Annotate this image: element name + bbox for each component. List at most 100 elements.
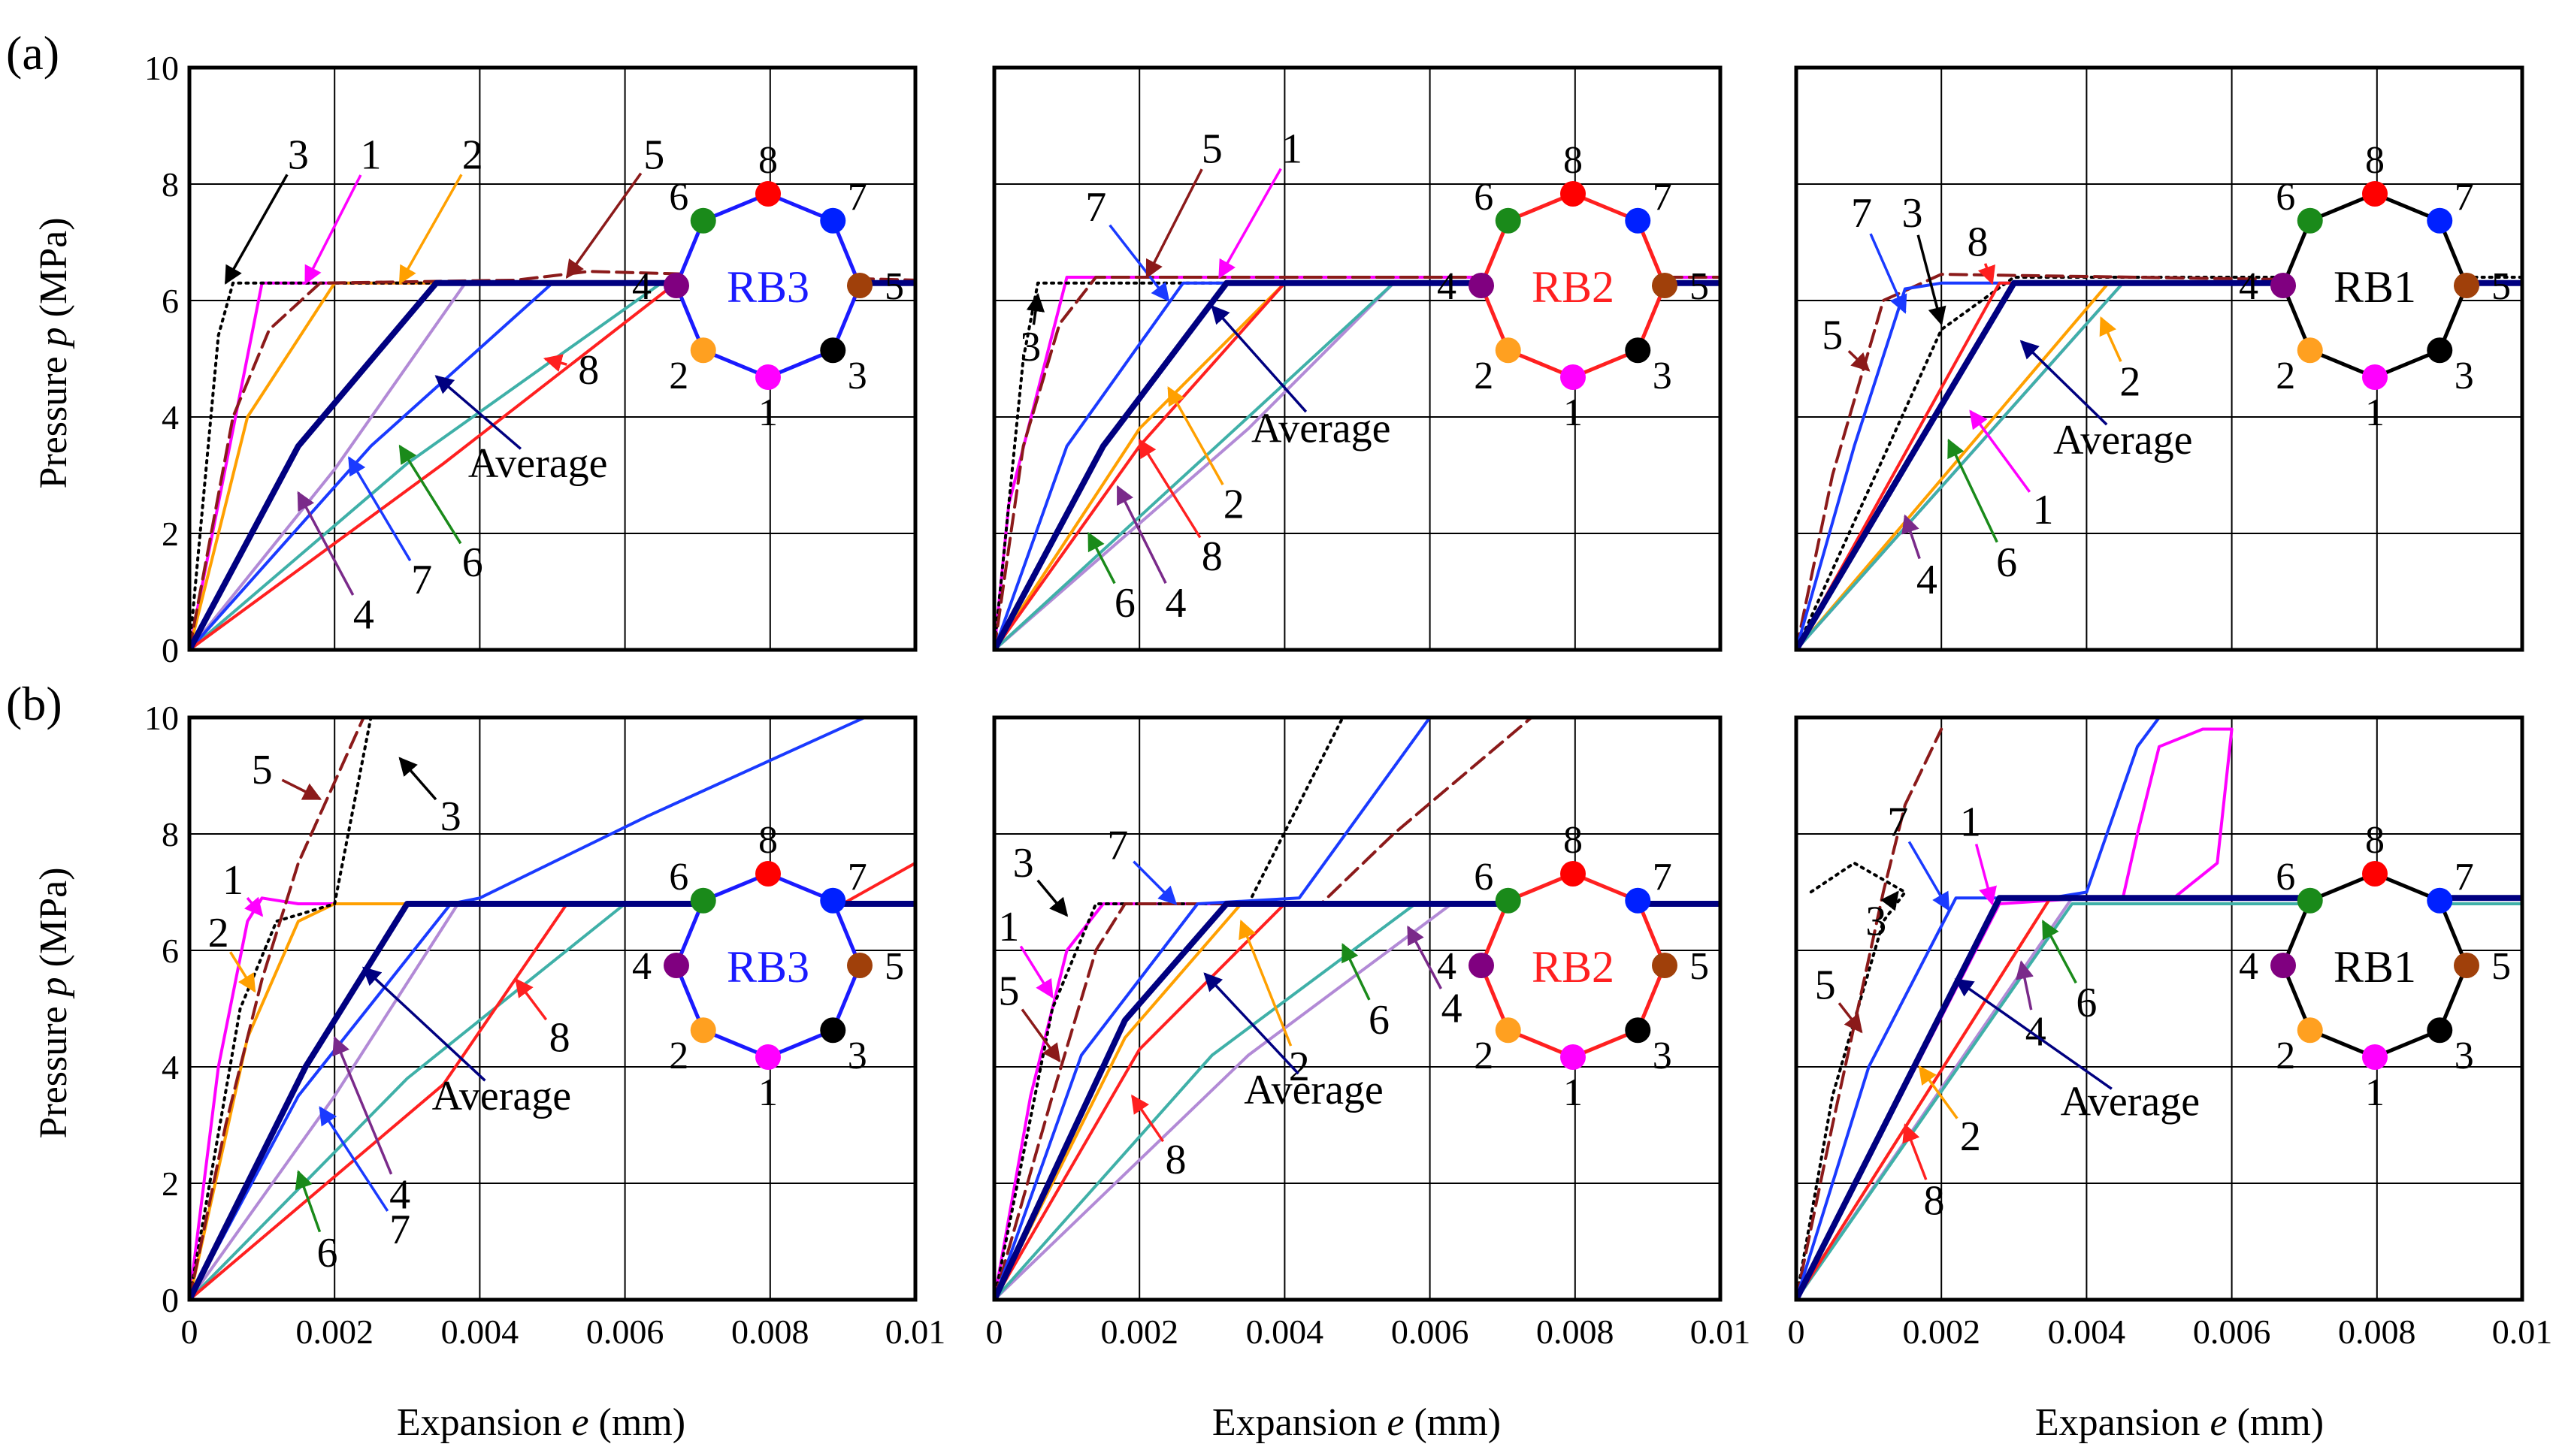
series-line-5 — [994, 717, 1533, 1300]
annotation-label: 7 — [411, 557, 432, 603]
sensor-marker-2 — [690, 1017, 716, 1044]
annotation-label: 7 — [1085, 184, 1106, 231]
y-tick-label: 0 — [162, 1281, 179, 1319]
x-axis-label-1: Expansion e (mm) — [397, 1401, 685, 1444]
sensor-marker-3 — [1625, 337, 1651, 364]
sensor-marker-8 — [2362, 181, 2388, 207]
annotation-arrow — [434, 375, 522, 450]
annotation-arrow — [1167, 386, 1224, 485]
x-tick-label: 0.002 — [295, 1313, 374, 1351]
sensor-marker-5 — [2454, 273, 2479, 298]
sensor-marker-7 — [820, 887, 846, 914]
sensor-marker-4 — [664, 953, 689, 978]
annotation-arrow — [1969, 409, 2031, 493]
sensor-label: 4 — [2239, 945, 2258, 988]
ring-name: RB2 — [1532, 942, 1614, 992]
annotation-label: 6 — [317, 1230, 338, 1276]
annotation-label: 3 — [440, 793, 461, 840]
sensor-label: 5 — [2491, 945, 2511, 988]
annotation-arrow — [1026, 292, 1045, 325]
sensor-marker-8 — [2362, 861, 2388, 887]
sensor-marker-3 — [820, 337, 846, 364]
annotation-arrow — [1019, 945, 1054, 999]
sensor-marker-4 — [664, 273, 689, 298]
sensor-marker-5 — [847, 953, 873, 978]
sensor-marker-3 — [2427, 337, 2453, 364]
y-tick-label: 0 — [162, 631, 179, 669]
sensor-label: 3 — [1653, 1035, 1672, 1077]
y-tick-label: 8 — [162, 165, 179, 204]
sensor-label: 7 — [848, 176, 867, 219]
panel-4: 0 2 4 6 8 10 0 0.002 0.004 0.006 0.008 0.01 5 3 1 2 8 Ave… — [144, 699, 945, 1351]
annotation-label: 4 — [389, 1172, 410, 1219]
sensor-label: 2 — [2276, 1035, 2295, 1077]
sensor-marker-2 — [2297, 1017, 2323, 1044]
plot-frame — [992, 65, 1723, 652]
y-tick-label: 2 — [162, 515, 179, 553]
annotation-label: 8 — [1924, 1177, 1945, 1224]
annotation-arrow — [1087, 531, 1116, 585]
plot-frame — [992, 715, 1723, 1302]
annotation-arrow — [304, 174, 362, 285]
sensor-label: 7 — [2455, 176, 2474, 219]
annotation-arrow — [362, 966, 486, 1082]
annotation-arrow — [1203, 972, 1299, 1075]
annotation-arrow — [1916, 234, 1946, 326]
sensor-marker-1 — [755, 364, 781, 390]
annotation-arrow — [1133, 860, 1178, 905]
sensor-marker-1 — [755, 1044, 781, 1070]
sensor-marker-1 — [1560, 364, 1586, 390]
sensor-marker-3 — [2427, 1017, 2453, 1044]
sensor-label: 6 — [669, 176, 688, 219]
series-line-3 — [189, 717, 915, 1300]
y-tick-label: 6 — [162, 932, 179, 970]
annotation-label: 6 — [2076, 980, 2097, 1026]
annotation-arrow — [297, 491, 355, 596]
x-tick-label: 0.002 — [1100, 1313, 1178, 1351]
y-tick-label: 10 — [144, 699, 179, 737]
annotation-label: Average — [468, 440, 608, 487]
sensor-marker-5 — [2454, 953, 2479, 978]
annotation-arrow — [1880, 890, 1899, 911]
annotation-label: 8 — [1202, 533, 1223, 580]
annotation-label: Average — [1244, 1067, 1384, 1113]
y-tick-label: 4 — [162, 398, 179, 436]
x-tick-label: 0 — [1788, 1313, 1805, 1351]
annotation-arrow — [398, 174, 463, 285]
sensor-marker-3 — [1625, 1017, 1651, 1044]
sensor-marker-7 — [2427, 207, 2453, 234]
sensor-label: 7 — [1653, 176, 1672, 219]
series-group — [189, 717, 915, 1300]
annotation-label: 5 — [1822, 313, 1843, 359]
sensor-label: 5 — [1689, 265, 1709, 308]
annotation-arrow — [319, 1106, 389, 1212]
x-axis-label-2: Expansion e (mm) — [1212, 1401, 1501, 1444]
ring-diagram: 8 7 5 3 1 2 4 6 RB3 — [632, 139, 904, 434]
ring-diagram: 8 7 5 3 1 2 4 6 RB1 — [2239, 139, 2511, 434]
annotation-arrow — [1954, 978, 2113, 1090]
sensor-marker-6 — [1495, 207, 1521, 234]
plot-frame — [187, 65, 918, 652]
sensor-marker-2 — [1495, 337, 1521, 364]
ring-diagram: 8 7 5 3 1 2 4 6 RB1 — [2239, 819, 2511, 1114]
sensor-label: 3 — [848, 1035, 867, 1077]
annotation-label: 7 — [1107, 823, 1128, 869]
annotation-arrow — [1847, 350, 1871, 372]
annotation-label: 4 — [353, 592, 374, 639]
x-tick-label: 0.006 — [1391, 1313, 1469, 1351]
panel-5: 0 0.002 0.004 0.006 0.008 0.01 7 3 1 5 2 6 4 Average 8… — [986, 715, 1750, 1351]
annotation-label: 1 — [1960, 799, 1981, 846]
row-label-a: (a) — [6, 26, 59, 80]
annotation-label: 2 — [1960, 1113, 1981, 1160]
annotation-arrow — [2041, 920, 2077, 984]
x-tick-label: 0.006 — [2193, 1313, 2271, 1351]
y-tick-label: 2 — [162, 1164, 179, 1203]
annotation-label: 3 — [288, 131, 309, 178]
sensor-label: 3 — [1653, 355, 1672, 397]
annotation-arrow — [281, 778, 322, 801]
sensor-marker-5 — [847, 273, 873, 298]
